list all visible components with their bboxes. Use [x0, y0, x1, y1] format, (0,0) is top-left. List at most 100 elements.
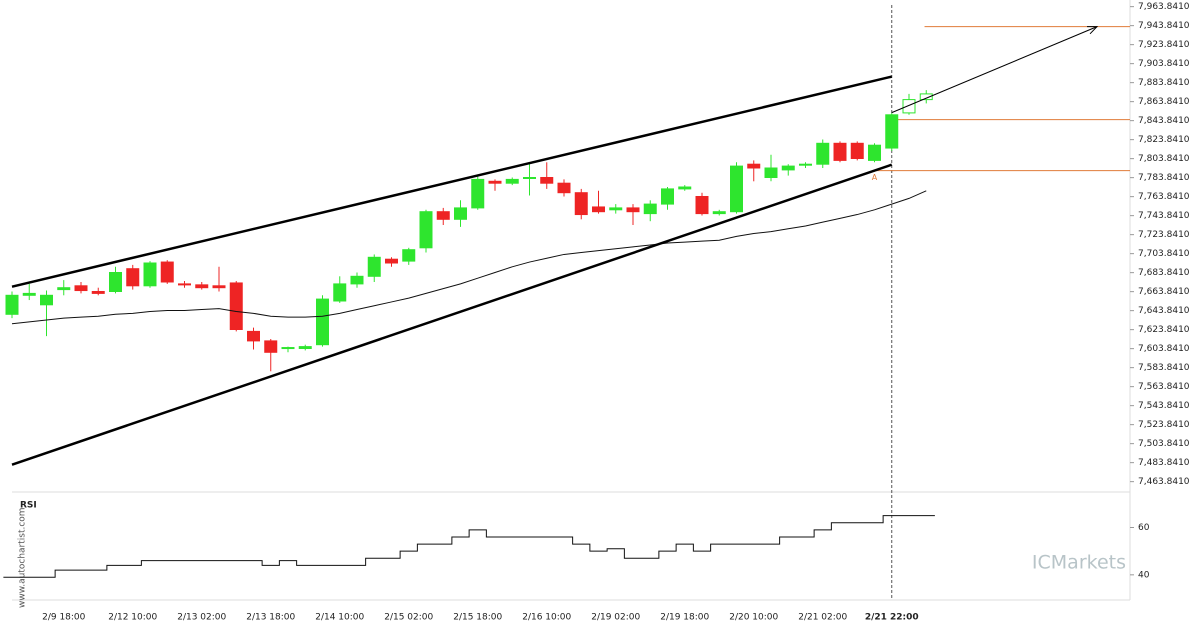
y-tick-label: 40 [1138, 570, 1150, 580]
brand: ICMarkets [1032, 552, 1126, 574]
candle-body [557, 182, 571, 194]
candle-body [264, 340, 278, 353]
candle-body [609, 207, 623, 211]
trend-line [11, 163, 893, 466]
y-tick-label: 7,823.8410 [1138, 135, 1190, 145]
y-tick-label: 7,663.8410 [1138, 287, 1190, 297]
candle-body [626, 207, 640, 213]
candle-body [126, 268, 140, 287]
candle-body [781, 165, 795, 171]
candle-body [850, 142, 864, 159]
candle-body [178, 283, 191, 286]
y-tick-label: 7,503.8410 [1138, 439, 1190, 449]
candle-body [885, 114, 899, 149]
y-tick-label: 7,603.8410 [1138, 344, 1190, 354]
candle-body [247, 330, 260, 342]
x-tick-label: 2/21 02:00 [798, 613, 847, 623]
y-tick-label: 7,743.8410 [1138, 211, 1190, 221]
candle-body [868, 144, 881, 161]
y-tick-label: 7,763.8410 [1138, 192, 1190, 202]
y-tick-label: 7,963.8410 [1138, 2, 1190, 12]
x-tick-label: 2/14 10:00 [315, 613, 364, 623]
candle-body [333, 283, 347, 302]
candle-body [143, 262, 157, 287]
rsi-title: RSI [20, 501, 37, 511]
x-tick-label: 2/13 18:00 [246, 613, 295, 623]
candle-body [454, 207, 467, 220]
forecast-line [891, 26, 1098, 114]
candle-body [436, 211, 450, 220]
y-tick-label: 7,723.8410 [1138, 230, 1190, 240]
candle-body [160, 261, 174, 283]
x-tick-label: 2/12 10:00 [108, 613, 157, 623]
annotation: A [872, 173, 878, 182]
y-tick-label: 7,463.8410 [1138, 477, 1190, 487]
trend-line [11, 75, 893, 288]
y-tick-label: 7,543.8410 [1138, 401, 1190, 411]
candle-body [471, 178, 485, 209]
y-tick-label: 7,703.8410 [1138, 249, 1190, 259]
x-tick-label: 2/15 02:00 [384, 613, 433, 623]
candle-body [678, 186, 692, 190]
y-tick-label: 60 [1138, 523, 1150, 533]
candle-body [5, 294, 19, 315]
candle-body [212, 285, 226, 289]
candle-body [298, 346, 312, 349]
candle-body [730, 165, 743, 213]
x-tick-label: 2/19 18:00 [660, 613, 709, 623]
candle-body [109, 271, 122, 292]
candle-body [695, 195, 709, 215]
candle-body [40, 294, 53, 306]
y-tick-label: 7,783.8410 [1138, 173, 1190, 183]
candle-body [402, 249, 416, 262]
candle-body [523, 176, 536, 179]
x-tick-label: 2/13 02:00 [177, 613, 226, 623]
y-tick-label: 7,803.8410 [1138, 154, 1190, 164]
candle-body [833, 142, 847, 161]
x-tick-label: 2/15 18:00 [453, 613, 502, 623]
rsi-line [3, 515, 935, 578]
candle-body [419, 211, 433, 249]
candle-body [919, 93, 933, 101]
moving-average [11, 190, 927, 325]
y-tick-label: 7,563.8410 [1138, 382, 1190, 392]
y-tick-label: 7,943.8410 [1138, 21, 1190, 31]
watermark: www.autochartist.com [18, 507, 28, 608]
y-tick-label: 7,883.8410 [1138, 78, 1190, 88]
candle-body [816, 142, 830, 165]
candle-body [229, 282, 243, 330]
x-tick-label: 2/21 22:00 [865, 613, 919, 623]
y-tick-label: 7,843.8410 [1138, 116, 1190, 126]
candle-body [505, 178, 519, 184]
arrow-head [1087, 26, 1099, 35]
candle-body [799, 163, 812, 166]
candle-body [574, 192, 588, 216]
candle-body [57, 287, 71, 291]
candle-body [747, 163, 761, 169]
y-tick-label: 7,903.8410 [1138, 59, 1190, 69]
candle-body [712, 211, 726, 215]
candle-body [350, 275, 364, 285]
candle-body [316, 298, 329, 346]
y-tick-label: 7,523.8410 [1138, 420, 1190, 430]
y-tick-label: 7,583.8410 [1138, 363, 1190, 373]
candle-body [488, 180, 502, 184]
candle-body [643, 203, 657, 215]
y-tick-label: 7,643.8410 [1138, 306, 1190, 316]
candle-body [281, 347, 295, 350]
candle-body [385, 258, 398, 264]
x-tick-label: 2/20 10:00 [729, 613, 778, 623]
y-tick-label: 7,623.8410 [1138, 325, 1190, 335]
y-tick-label: 7,683.8410 [1138, 268, 1190, 278]
candle-body [540, 176, 554, 184]
candle-body [74, 285, 88, 292]
candle-body [661, 188, 674, 205]
y-tick-label: 7,483.8410 [1138, 458, 1190, 468]
candle-body [592, 206, 605, 213]
candle-body [91, 290, 105, 294]
x-tick-label: 2/9 18:00 [42, 613, 86, 623]
x-tick-label: 2/16 10:00 [522, 613, 571, 623]
